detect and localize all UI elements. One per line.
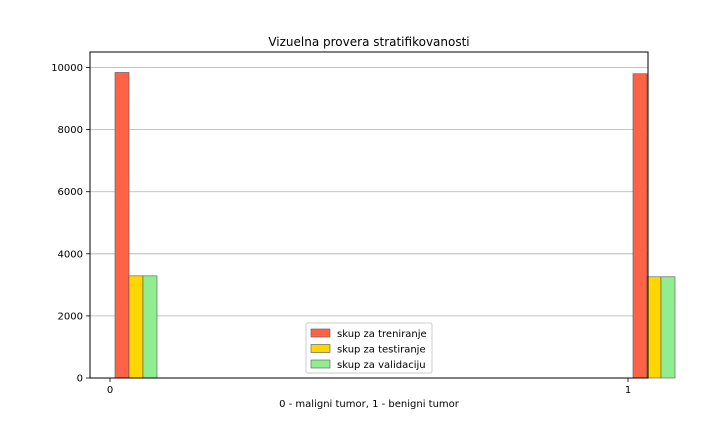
- legend-box: [305, 322, 433, 374]
- legend-label: skup za testiranje: [337, 345, 426, 356]
- legend-swatch: [310, 359, 331, 369]
- plot-area-frame: [89, 51, 649, 379]
- bars: [114, 72, 676, 379]
- bar-testing-0: [128, 275, 144, 379]
- y-tick-label: 4000: [58, 249, 83, 260]
- legend-label: skup za validaciju: [337, 360, 426, 371]
- legend-label: skup za treniranje: [337, 329, 427, 340]
- y-tick-label: 6000: [58, 187, 83, 198]
- bar-validation-1: [660, 276, 676, 379]
- y-axis: 0 2000 4000 6000 8000 10000: [51, 63, 90, 385]
- x-tick-label: 1: [625, 385, 631, 396]
- chart-title: Vizuelna provera stratifikovanosti: [268, 35, 469, 49]
- y-tick-label: 8000: [58, 125, 83, 136]
- x-tick-label: 0: [107, 385, 113, 396]
- bar-training-1: [632, 73, 648, 379]
- y-tick-label: 0: [77, 374, 83, 385]
- gridlines: [90, 67, 648, 317]
- legend-swatch: [310, 328, 331, 338]
- bar-testing-1: [646, 276, 662, 379]
- x-axis-label: 0 - maligni tumor, 1 - benigni tumor: [279, 399, 460, 410]
- bar-training-0: [114, 72, 130, 379]
- y-tick-label: 2000: [58, 311, 83, 322]
- bar-validation-0: [142, 275, 158, 379]
- legend: skup za treniranje skup za testiranje skup…: [305, 322, 433, 374]
- legend-swatch: [310, 344, 331, 353]
- y-tick-label: 10000: [51, 63, 83, 74]
